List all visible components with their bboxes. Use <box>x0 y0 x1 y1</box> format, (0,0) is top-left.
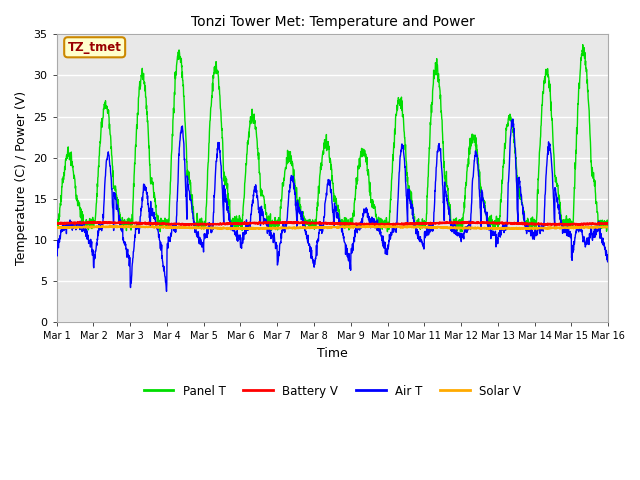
Y-axis label: Temperature (C) / Power (V): Temperature (C) / Power (V) <box>15 91 28 265</box>
Title: Tonzi Tower Met: Temperature and Power: Tonzi Tower Met: Temperature and Power <box>191 15 474 29</box>
Legend: Panel T, Battery V, Air T, Solar V: Panel T, Battery V, Air T, Solar V <box>139 380 525 402</box>
Text: TZ_tmet: TZ_tmet <box>68 41 122 54</box>
X-axis label: Time: Time <box>317 347 348 360</box>
